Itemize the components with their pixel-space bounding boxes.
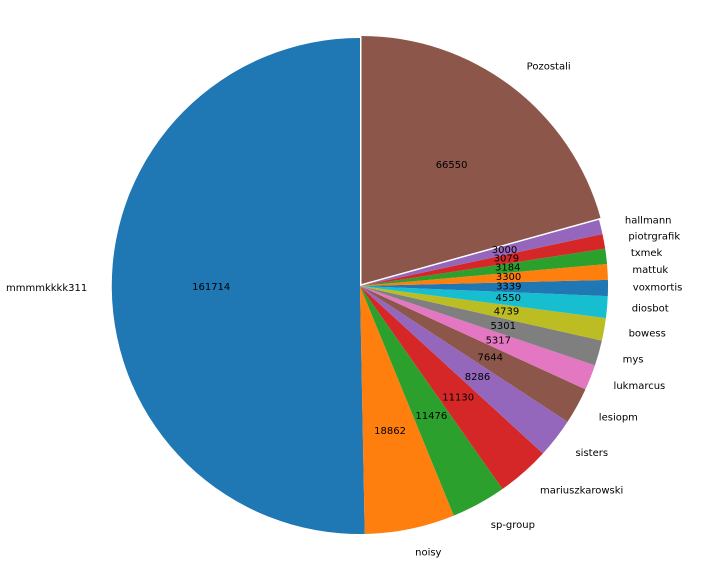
pie-value-noisy: 18862 xyxy=(374,426,406,437)
pie-value-lukmarcus: 5317 xyxy=(486,335,511,346)
pie-slice-mariuszkarowski xyxy=(360,286,543,489)
pie-label-piotrgrafik: piotrgrafik xyxy=(628,231,680,242)
pie-label-bowess: bowess xyxy=(629,328,666,339)
pie-label-voxmortis: voxmortis xyxy=(633,283,683,294)
pie-value-sp-group: 11476 xyxy=(415,411,447,422)
pie-slice-mys xyxy=(360,286,602,366)
pie-label-mmmmkkkk311: mmmmkkkk311 xyxy=(6,283,87,294)
pie-slice-txmek xyxy=(360,248,608,286)
pie-value-mys: 5301 xyxy=(491,321,516,332)
pie-value-hallmann: 3000 xyxy=(492,245,517,256)
pie-slice-mattuk xyxy=(360,263,608,286)
pie-value-piotrgrafik: 3079 xyxy=(494,254,519,265)
pie-slice-voxmortis xyxy=(360,279,609,297)
pie-value-voxmortis: 3339 xyxy=(496,282,521,293)
pie-value-mattuk: 3300 xyxy=(496,272,521,283)
pie-slice-diosbot xyxy=(360,286,608,319)
pie-label-Pozostali: Pozostali xyxy=(527,61,571,72)
pie-value-mmmmkkkk311: 161714 xyxy=(192,282,230,293)
pie-value-txmek: 3184 xyxy=(495,263,520,274)
pie-slice-lesiopm xyxy=(360,286,586,422)
pie-slice-bowess xyxy=(360,286,606,341)
pie-label-mattuk: mattuk xyxy=(632,265,668,276)
pie-value-lesiopm: 7644 xyxy=(478,352,503,363)
pie-slice-lukmarcus xyxy=(360,286,595,390)
pie-value-mariuszkarowski: 11130 xyxy=(442,392,474,403)
pie-slice-noisy xyxy=(360,286,454,534)
pie-label-sisters: sisters xyxy=(575,448,608,459)
pie-label-txmek: txmek xyxy=(631,248,663,259)
pie-label-noisy: noisy xyxy=(415,548,441,559)
pie-value-bowess: 4739 xyxy=(494,307,519,318)
pie-slice-piotrgrafik xyxy=(360,233,606,286)
pie-label-mys: mys xyxy=(623,354,644,365)
pie-slice-Pozostali xyxy=(361,36,601,285)
pie-value-sisters: 8286 xyxy=(465,372,490,383)
pie-slice-hallmann xyxy=(360,219,603,286)
pie-label-lesiopm: lesiopm xyxy=(599,412,638,423)
pie-label-mariuszkarowski: mariuszkarowski xyxy=(540,485,623,496)
pie-label-sp-group: sp-group xyxy=(491,520,535,531)
pie-slice-sisters xyxy=(360,286,568,454)
pie-label-lukmarcus: lukmarcus xyxy=(614,381,666,392)
pie-label-hallmann: hallmann xyxy=(625,215,672,226)
pie-value-Pozostali: 66550 xyxy=(436,160,468,171)
pie-slice-mmmmkkkk311 xyxy=(111,37,365,534)
pie-label-diosbot: diosbot xyxy=(632,304,669,315)
pie-value-diosbot: 4550 xyxy=(496,293,521,304)
pie-slice-sp-group xyxy=(360,286,503,516)
